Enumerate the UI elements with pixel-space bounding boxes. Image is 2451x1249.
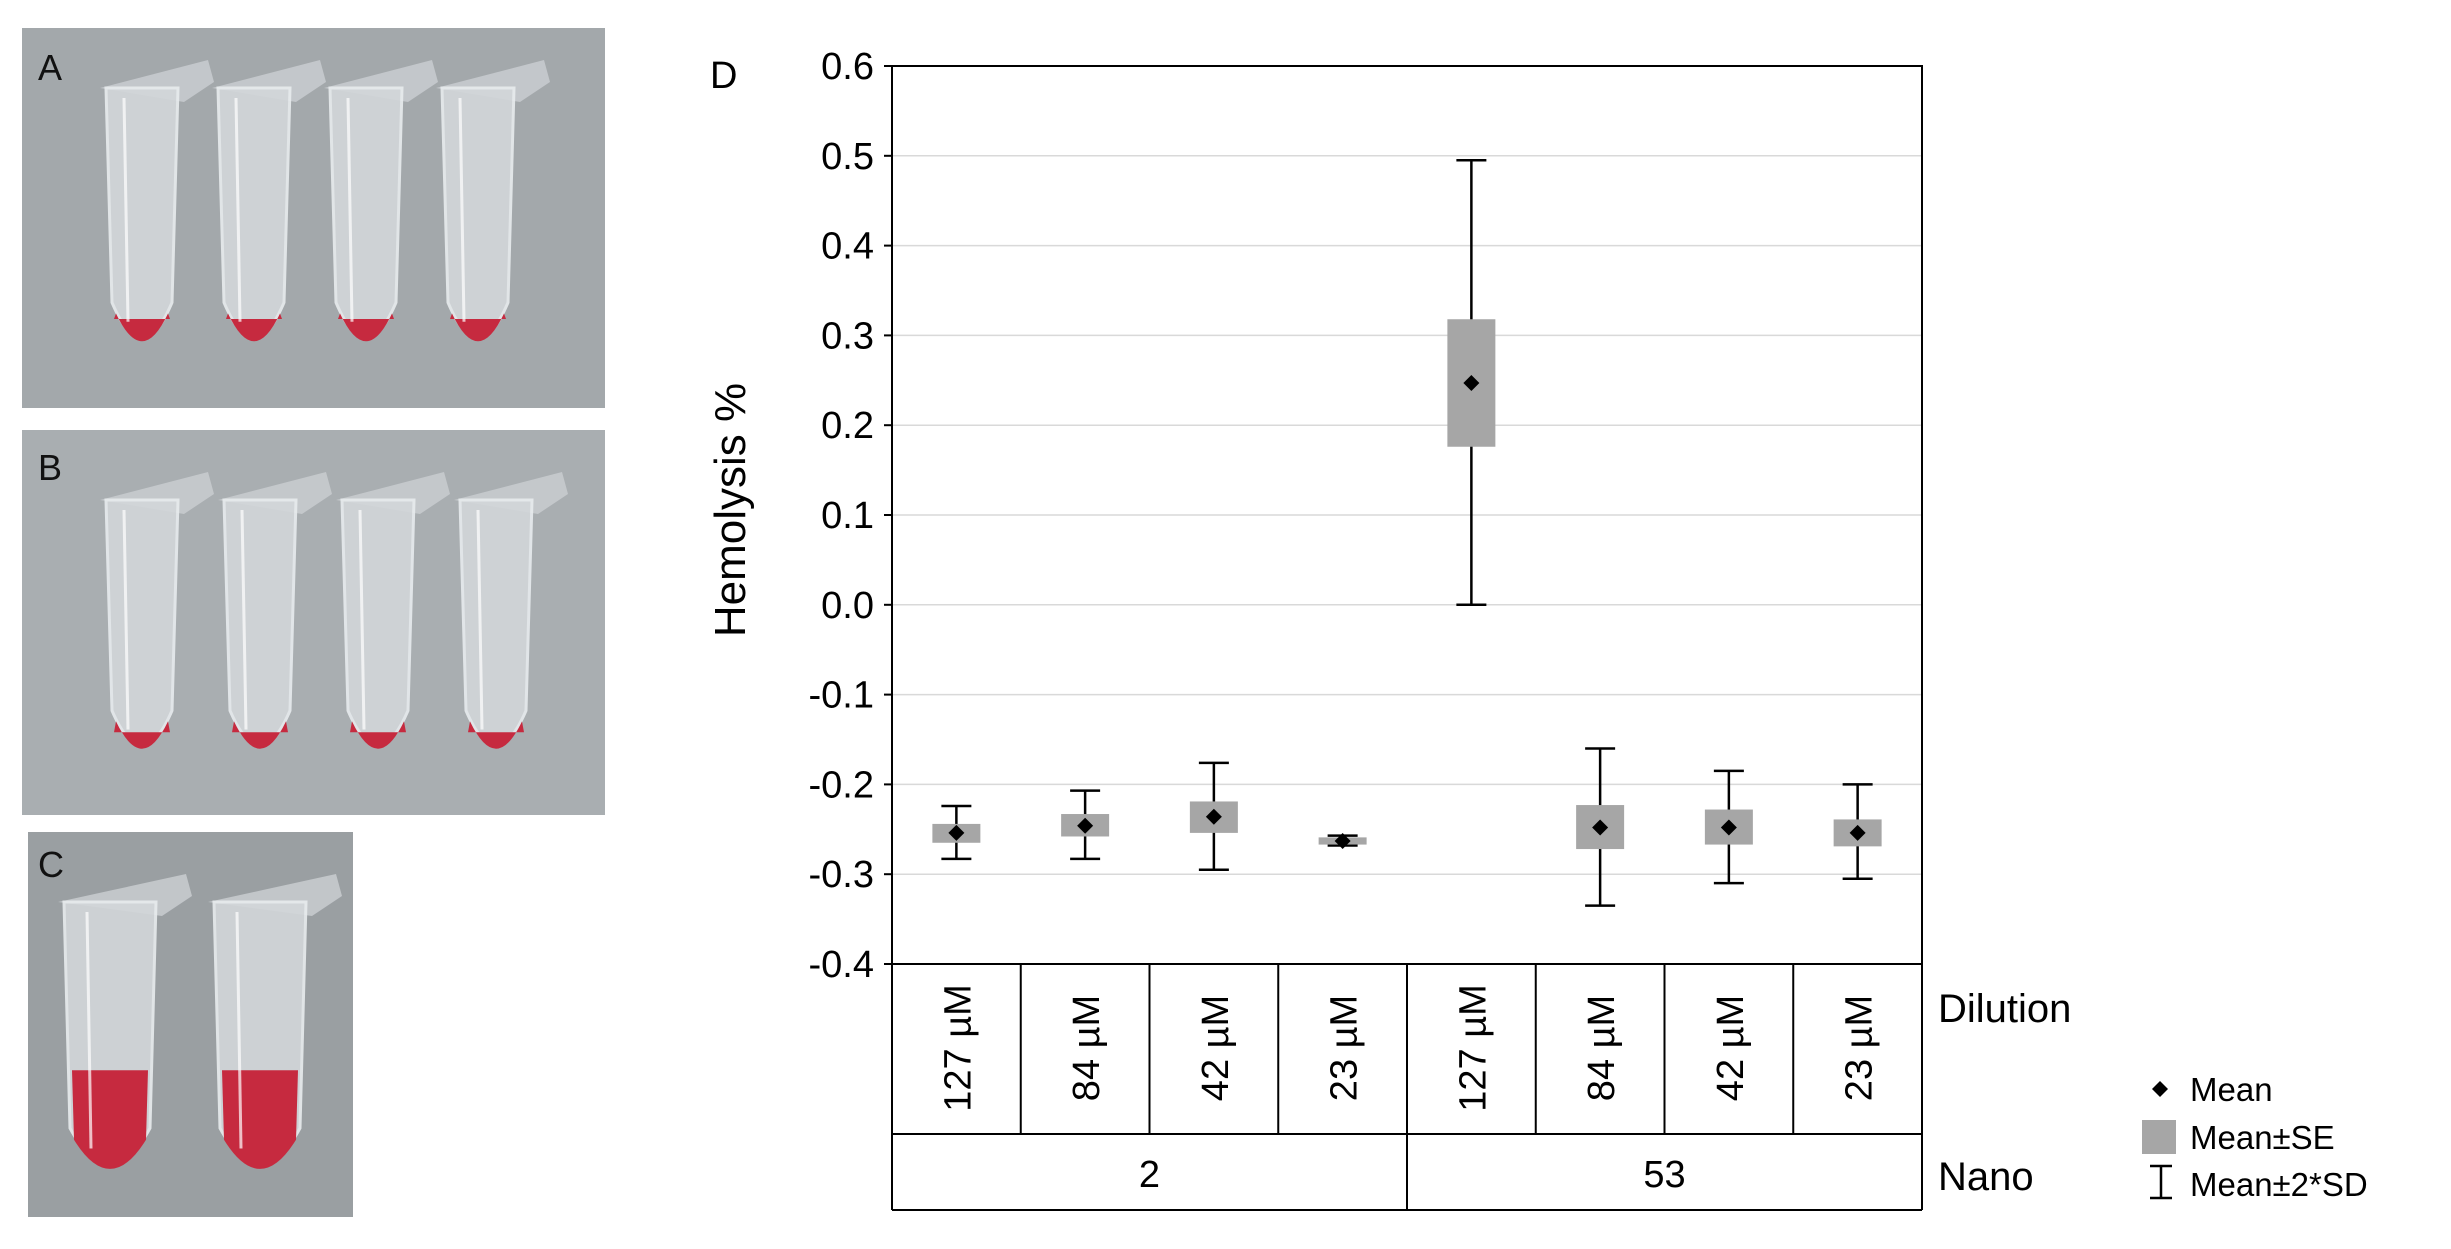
mean-marker (1463, 374, 1480, 391)
tube-body (440, 86, 516, 340)
photo-panel-c: C (28, 832, 353, 1217)
row-header-nano: Nano (1938, 1155, 2034, 1199)
tube-body (340, 498, 416, 747)
legend-mean-label: Mean (2190, 1071, 2273, 1108)
y-tick-label: -0.4 (809, 944, 874, 986)
photo-c-svg: C (28, 832, 353, 1217)
box-53-84M (1576, 747, 1625, 907)
mean-marker (1592, 819, 1609, 836)
y-tick-label: 0.1 (821, 495, 874, 537)
tube-highlight (234, 97, 242, 322)
tube-body (458, 498, 534, 747)
tube-body (222, 498, 298, 747)
chart-marks (932, 159, 1882, 907)
mean-marker (1334, 832, 1351, 849)
photo-b-tubes (100, 472, 568, 749)
photo-a-svg: A (22, 28, 605, 408)
photo-c-tube-2 (208, 874, 342, 1169)
photo-b-tube-2 (218, 472, 332, 749)
plot-frame (891, 65, 1923, 965)
photo-panel-a: A (22, 28, 605, 408)
tube-highlight (346, 97, 354, 322)
dilution-label: 42 µM (1710, 995, 1752, 1101)
dilution-label: 42 µM (1195, 995, 1237, 1101)
photo-b-tube-4 (454, 472, 568, 749)
photo-a-tube-2 (212, 60, 326, 342)
y-tick-label: -0.2 (809, 764, 874, 806)
tube-highlight (122, 97, 130, 322)
y-tick-label: 0.5 (821, 136, 874, 178)
box-53-23M (1833, 783, 1882, 880)
photo-a-tube-1 (100, 60, 214, 342)
photo-b-tube-3 (336, 472, 450, 749)
photo-a-tube-4 (436, 60, 550, 342)
blood-sample (114, 721, 170, 749)
legend-sd-label: Mean±2*SD (2190, 1166, 2368, 1203)
y-tick-label: -0.1 (809, 675, 874, 717)
panel-letter-a: A (38, 47, 62, 88)
tube-body (216, 86, 292, 340)
nano-label: 2 (1139, 1154, 1160, 1196)
y-tick-label: 0.6 (821, 46, 874, 88)
dilution-label: 84 µM (1581, 995, 1623, 1101)
legend-sd-whisker (2150, 1164, 2172, 1200)
hemolysis-chart: D 0.60.50.40.30.20.10.0-0.1-0.2-0.3-0.4 … (706, 46, 2368, 1211)
y-tick-label: 0.3 (821, 315, 874, 357)
box-2-42M (1189, 761, 1238, 871)
legend-se-swatch (2142, 1120, 2176, 1154)
photo-c-tubes (58, 874, 342, 1169)
box-2-84M (1061, 789, 1110, 861)
tube-highlight (358, 509, 366, 730)
blood-sample (468, 721, 524, 749)
photo-b-tube-1 (100, 472, 214, 749)
y-tick-label: 0.0 (821, 585, 874, 627)
nano-label: 53 (1643, 1154, 1685, 1196)
legend: Mean Mean±SE Mean±2*SD (2142, 1071, 2368, 1203)
dilution-label: 23 µM (1324, 995, 1366, 1101)
tube-highlight (235, 911, 243, 1149)
tube-body (328, 86, 404, 340)
box-2-23M (1318, 832, 1367, 849)
panel-letter-c: C (38, 844, 64, 885)
tube-highlight (240, 509, 248, 730)
mean-marker (1849, 824, 1866, 841)
blood-sample (350, 721, 406, 749)
y-tick-label: 0.4 (821, 226, 874, 268)
y-axis-title: Hemolysis % (706, 383, 755, 637)
panel-letter-b: B (38, 447, 62, 488)
blood-sample (232, 721, 288, 749)
legend-mean-marker (2152, 1081, 2168, 1097)
row-header-dilution: Dilution (1938, 987, 2071, 1031)
photo-panel-b: B (22, 430, 605, 815)
panel-letter-d: D (710, 55, 737, 97)
dilution-label: 127 µM (1452, 984, 1494, 1112)
dilution-label: 84 µM (1066, 995, 1108, 1101)
mean-marker (948, 824, 965, 841)
box-2-127M (932, 804, 981, 861)
photo-c-tube-1 (58, 874, 192, 1169)
category-table: 127 µM 84 µM 42 µM 23 µM 2 127 µM 84 µM 42 µM 23… (891, 964, 1923, 1211)
tube-body (104, 86, 180, 340)
photo-b-svg: B (22, 430, 605, 815)
box-53-42M (1704, 769, 1753, 885)
tube-highlight (122, 509, 130, 730)
dilution-label: 23 µM (1839, 995, 1881, 1101)
photo-a-tubes (100, 60, 550, 342)
y-tick-label: -0.3 (809, 854, 874, 896)
tube-highlight (476, 509, 484, 730)
y-axis-ticks: 0.6 0.5 0.4 0.3 0.2 0.1 0.0 -0.1 -0.2 -0.3 -0.4 (809, 46, 892, 986)
y-tick-label: 0.2 (821, 405, 874, 447)
dilution-label: 127 µM (937, 984, 979, 1112)
grid-lines (892, 155, 1922, 875)
legend-se-label: Mean±SE (2190, 1119, 2335, 1156)
tube-highlight (458, 97, 466, 322)
mean-marker (1720, 819, 1737, 836)
photo-a-tube-3 (324, 60, 438, 342)
tube-body (104, 498, 180, 747)
box-53-127M (1447, 159, 1496, 607)
mean-marker (1205, 808, 1222, 825)
tube-highlight (85, 911, 93, 1149)
mean-marker (1077, 817, 1094, 834)
